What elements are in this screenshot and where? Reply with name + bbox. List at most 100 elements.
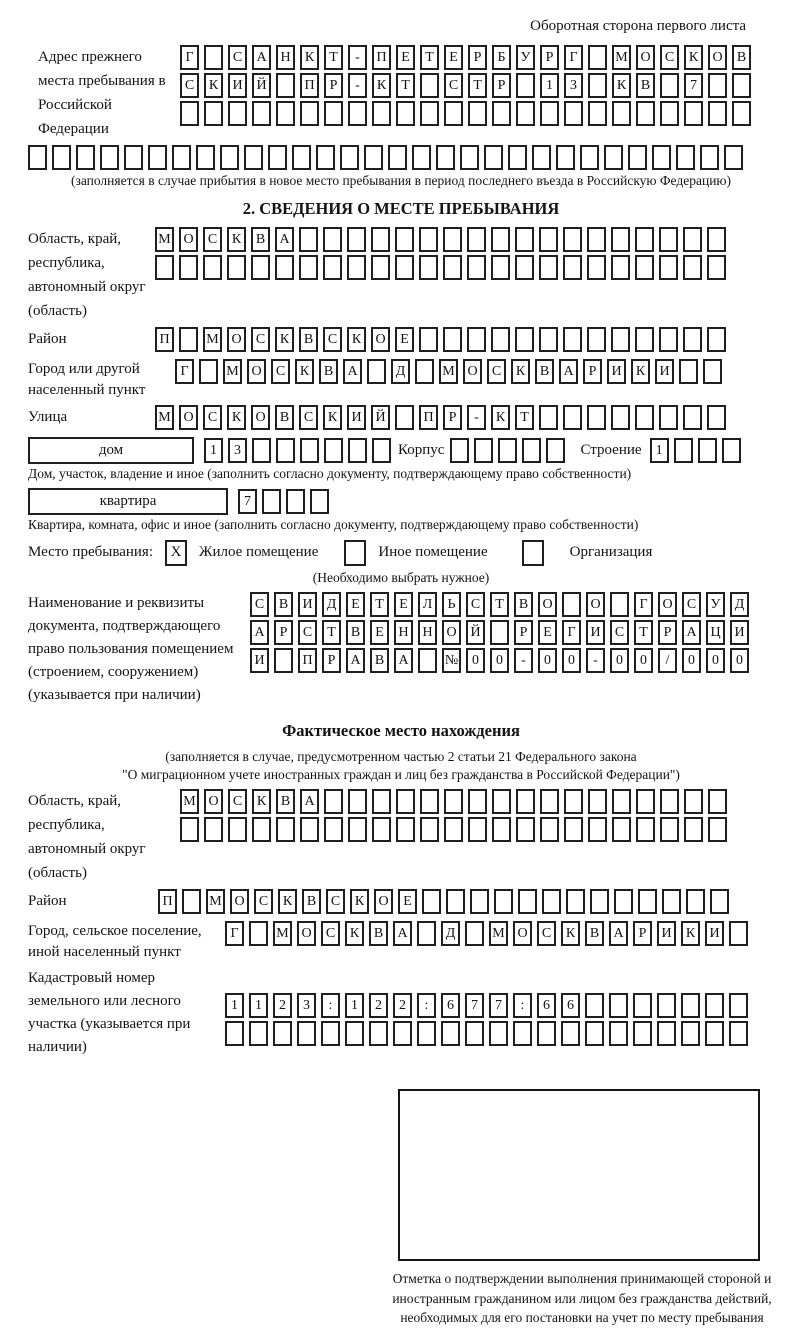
char-cell[interactable] bbox=[588, 45, 607, 70]
char-cell[interactable]: 2 bbox=[369, 993, 388, 1018]
char-cell[interactable]: Е bbox=[346, 592, 365, 617]
char-cell[interactable] bbox=[299, 227, 318, 252]
char-cell[interactable] bbox=[196, 145, 215, 170]
char-cell[interactable] bbox=[636, 817, 655, 842]
char-cell[interactable]: Т bbox=[370, 592, 389, 617]
char-cell[interactable] bbox=[609, 1021, 628, 1046]
char-cell[interactable]: А bbox=[300, 789, 319, 814]
char-cell[interactable] bbox=[276, 817, 295, 842]
char-cell[interactable] bbox=[635, 227, 654, 252]
char-cell[interactable] bbox=[364, 145, 383, 170]
char-cell[interactable]: Т bbox=[468, 73, 487, 98]
char-cell[interactable]: И bbox=[655, 359, 674, 384]
char-cell[interactable]: С bbox=[228, 45, 247, 70]
char-cell[interactable] bbox=[611, 227, 630, 252]
char-cell[interactable] bbox=[611, 255, 630, 280]
char-cell[interactable] bbox=[450, 438, 470, 463]
char-cell[interactable] bbox=[393, 1021, 412, 1046]
char-cell[interactable] bbox=[588, 789, 607, 814]
char-cell[interactable] bbox=[367, 359, 386, 384]
char-cell[interactable] bbox=[372, 789, 391, 814]
char-cell[interactable] bbox=[566, 889, 585, 914]
char-cell[interactable] bbox=[179, 255, 198, 280]
char-cell[interactable]: Й bbox=[252, 73, 271, 98]
char-cell[interactable]: Ь bbox=[442, 592, 461, 617]
char-cell[interactable] bbox=[705, 1021, 724, 1046]
char-cell[interactable] bbox=[203, 255, 222, 280]
char-cell[interactable] bbox=[660, 73, 679, 98]
char-cell[interactable]: М bbox=[223, 359, 242, 384]
char-cell[interactable]: 0 bbox=[466, 648, 485, 673]
char-cell[interactable] bbox=[100, 145, 119, 170]
char-cell[interactable] bbox=[660, 101, 679, 126]
char-cell[interactable]: М bbox=[155, 227, 174, 252]
char-cell[interactable] bbox=[348, 438, 367, 463]
char-cell[interactable] bbox=[300, 438, 319, 463]
char-cell[interactable] bbox=[707, 227, 726, 252]
char-cell[interactable]: В bbox=[369, 921, 388, 946]
char-cell[interactable] bbox=[252, 438, 271, 463]
char-cell[interactable]: К bbox=[372, 73, 391, 98]
char-cell[interactable]: - bbox=[467, 405, 486, 430]
char-cell[interactable] bbox=[612, 817, 631, 842]
char-cell[interactable]: И bbox=[228, 73, 247, 98]
char-cell[interactable]: 6 bbox=[561, 993, 580, 1018]
char-cell[interactable] bbox=[443, 327, 462, 352]
char-cell[interactable]: С bbox=[203, 405, 222, 430]
char-cell[interactable] bbox=[467, 255, 486, 280]
char-cell[interactable]: Е bbox=[538, 620, 557, 645]
char-cell[interactable]: С bbox=[250, 592, 269, 617]
char-cell[interactable]: - bbox=[586, 648, 605, 673]
char-cell[interactable] bbox=[660, 789, 679, 814]
char-cell[interactable] bbox=[729, 1021, 748, 1046]
char-cell[interactable]: В bbox=[370, 648, 389, 673]
char-cell[interactable]: 7 bbox=[238, 489, 257, 514]
char-cell[interactable] bbox=[585, 993, 604, 1018]
char-cell[interactable]: 1 bbox=[204, 438, 223, 463]
char-cell[interactable] bbox=[684, 101, 703, 126]
char-cell[interactable]: С bbox=[610, 620, 629, 645]
char-cell[interactable]: М bbox=[155, 405, 174, 430]
char-cell[interactable] bbox=[340, 145, 359, 170]
char-cell[interactable]: В bbox=[299, 327, 318, 352]
char-cell[interactable] bbox=[561, 1021, 580, 1046]
char-cell[interactable]: А bbox=[609, 921, 628, 946]
char-cell[interactable]: К bbox=[631, 359, 650, 384]
char-cell[interactable]: 3 bbox=[564, 73, 583, 98]
char-cell[interactable]: О bbox=[513, 921, 532, 946]
char-cell[interactable] bbox=[562, 592, 581, 617]
char-cell[interactable] bbox=[300, 817, 319, 842]
char-cell[interactable] bbox=[515, 327, 534, 352]
char-cell[interactable]: О bbox=[374, 889, 393, 914]
char-cell[interactable] bbox=[321, 1021, 340, 1046]
char-cell[interactable]: К bbox=[227, 405, 246, 430]
char-cell[interactable] bbox=[420, 789, 439, 814]
char-cell[interactable] bbox=[564, 817, 583, 842]
char-cell[interactable]: Д bbox=[391, 359, 410, 384]
char-cell[interactable]: П bbox=[155, 327, 174, 352]
char-cell[interactable]: С bbox=[298, 620, 317, 645]
char-cell[interactable] bbox=[348, 789, 367, 814]
char-cell[interactable] bbox=[228, 101, 247, 126]
char-cell[interactable]: С bbox=[299, 405, 318, 430]
char-cell[interactable]: К bbox=[511, 359, 530, 384]
char-cell[interactable]: : bbox=[321, 993, 340, 1018]
char-cell[interactable]: И bbox=[347, 405, 366, 430]
char-cell[interactable] bbox=[491, 327, 510, 352]
char-cell[interactable] bbox=[420, 73, 439, 98]
char-cell[interactable] bbox=[396, 101, 415, 126]
char-cell[interactable]: К bbox=[275, 327, 294, 352]
char-cell[interactable]: О bbox=[658, 592, 677, 617]
char-cell[interactable] bbox=[662, 889, 681, 914]
char-cell[interactable]: В bbox=[275, 405, 294, 430]
char-cell[interactable]: И bbox=[705, 921, 724, 946]
char-cell[interactable]: Н bbox=[276, 45, 295, 70]
char-cell[interactable]: И bbox=[730, 620, 749, 645]
char-cell[interactable]: Е bbox=[398, 889, 417, 914]
char-cell[interactable]: И bbox=[657, 921, 676, 946]
char-cell[interactable]: У bbox=[516, 45, 535, 70]
char-cell[interactable]: М bbox=[206, 889, 225, 914]
char-cell[interactable]: Г bbox=[564, 45, 583, 70]
char-cell[interactable]: А bbox=[682, 620, 701, 645]
char-cell[interactable]: И bbox=[607, 359, 626, 384]
